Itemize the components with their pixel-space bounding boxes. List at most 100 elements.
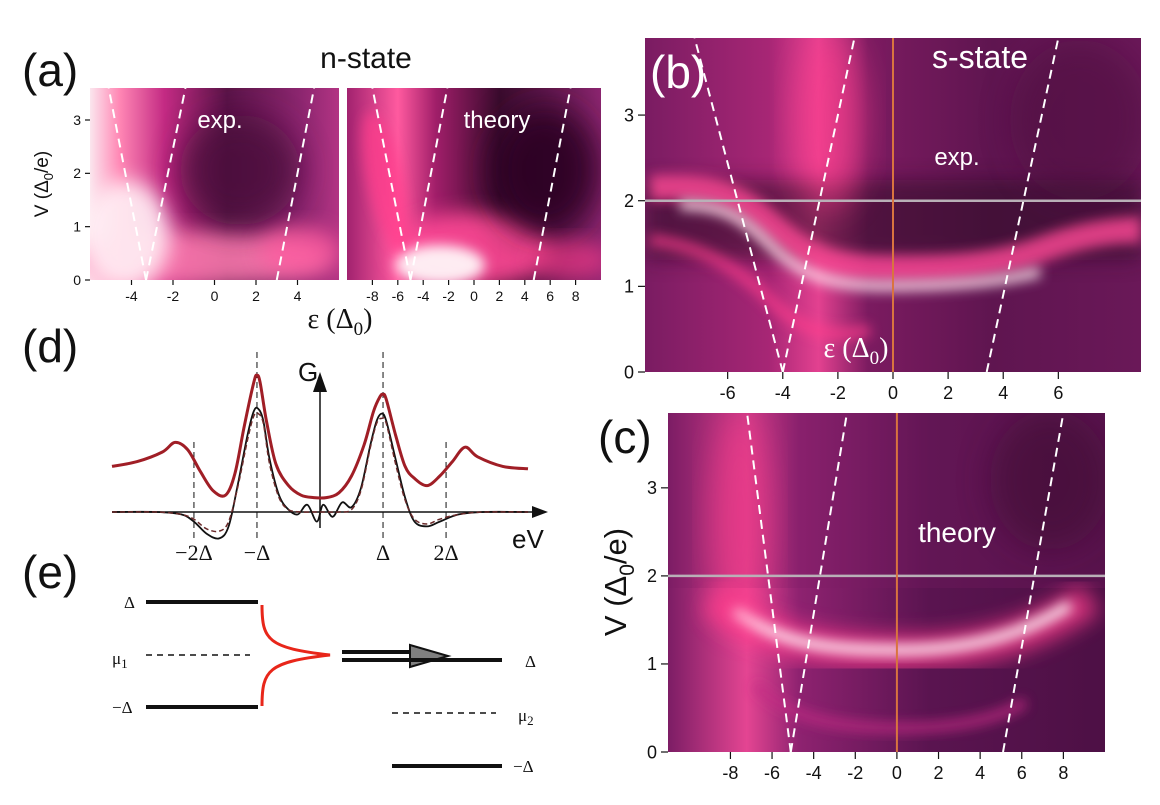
panel-b: (b) s-state exp. ε (Δ0) 0 1 2 3 -6 -4 -2 0 2 4 6 (624, 38, 1141, 403)
x-tick-label: 8 (572, 288, 580, 304)
x-tick-label: 2 (934, 763, 944, 783)
right-level-delta-label: Δ (525, 652, 536, 671)
panel-c-x-axis: -8 -6 -4 -2 0 2 4 6 8 (722, 752, 1068, 783)
panel-b-x-label: ε (Δ0) (824, 333, 889, 369)
y-tick-label: 1 (624, 277, 634, 297)
x-tick-label: 0 (470, 288, 478, 304)
x-tick-label: 4 (521, 288, 529, 304)
y-tick-label: 2 (73, 165, 81, 181)
x-tick-label: Δ (376, 540, 390, 565)
guide-dashed-line (409, 88, 449, 280)
guide-dashed-line (781, 38, 856, 372)
x-tick-label: -2 (167, 288, 180, 304)
panel-b-label: (b) (650, 46, 706, 98)
y-tick-label: 2 (624, 191, 634, 211)
panel-a-exp-x-axis: -4 -2 0 2 4 (125, 280, 302, 304)
panel-b-exp-label: exp. (934, 144, 979, 171)
y-tick-label: 1 (73, 219, 81, 235)
guide-dashed-line (789, 413, 848, 752)
x-tick-label: -4 (417, 288, 430, 304)
panel-e-label: (e) (22, 546, 78, 598)
series-red-line (111, 373, 529, 500)
x-tick-label: 4 (975, 763, 985, 783)
right-level-mu2-label: μ2 (518, 706, 534, 728)
y-tick-label: 1 (647, 654, 657, 674)
tunneling-distribution-curve (260, 604, 331, 707)
x-tick-label: -2 (830, 383, 846, 403)
x-tick-label: 6 (1053, 383, 1063, 403)
panel-c-label: (c) (598, 411, 652, 463)
x-tick-label: -8 (722, 763, 738, 783)
x-tick-label: 6 (546, 288, 554, 304)
heatmap-a-exp (90, 88, 339, 280)
guide-dashed-line (693, 38, 784, 372)
x-tick-label: -4 (806, 763, 822, 783)
x-tick-label: 0 (892, 763, 902, 783)
panel-c-y-label: V (Δ0/e) (598, 528, 639, 636)
panel-a-x-label: ε (Δ0) (308, 304, 373, 340)
panel-d-y-label: G (298, 357, 318, 387)
x-tick-label: -2 (442, 288, 455, 304)
series-dashed-line (111, 411, 529, 533)
y-tick-label: 0 (647, 742, 657, 762)
panel-d-series (111, 373, 529, 540)
guide-dashed-line (145, 88, 187, 280)
panel-b-guide-lines (645, 38, 1141, 372)
panel-a-exp-label: exp. (197, 107, 242, 134)
y-tick-label: 0 (73, 272, 81, 288)
x-tick-label: 2 (943, 383, 953, 403)
x-tick-label: -6 (764, 763, 780, 783)
y-tick-label: 3 (624, 105, 634, 125)
panel-c-theory-label: theory (918, 517, 996, 548)
panel-a-title: n-state (320, 42, 412, 75)
heatmap-c (668, 413, 1105, 752)
x-tick-label: 2Δ (433, 540, 458, 565)
panel-c-y-axis: 0 1 2 3 (647, 478, 668, 762)
y-tick-label: 2 (647, 566, 657, 586)
x-tick-label: -8 (366, 288, 379, 304)
x-tick-label: 0 (211, 288, 219, 304)
panel-a-dashed-lines (107, 88, 572, 280)
panel-c: (c) theory 0 1 2 3 -8 -6 -4 -2 0 2 4 6 8 V (Δ0/e) (598, 411, 1105, 783)
guide-dashed-line (371, 88, 412, 280)
x-tick-label: 8 (1058, 763, 1068, 783)
panel-b-y-axis: 0 1 2 3 (624, 105, 645, 382)
panel-d-x-label: eV (512, 524, 544, 554)
left-level-minus-delta-label: −Δ (112, 698, 133, 717)
y-tick-label: 3 (73, 112, 81, 128)
panel-d-y-arrow (313, 372, 327, 392)
x-tick-label: −Δ (244, 540, 271, 565)
y-tick-label: 0 (624, 362, 634, 382)
tunneling-arrow-icon (409, 643, 452, 669)
x-tick-label: 0 (888, 383, 898, 403)
panel-d-tick-labels: −2Δ −Δ Δ 2Δ (175, 540, 458, 565)
panel-a-y-axis: 0 1 2 3 (73, 112, 90, 288)
guide-dashed-line (532, 88, 572, 280)
series-black-line (111, 406, 529, 540)
panel-b-title: s-state (932, 39, 1028, 75)
x-tick-label: 2 (252, 288, 260, 304)
panel-d-x-arrow (532, 506, 548, 518)
x-tick-label: -4 (775, 383, 791, 403)
x-tick-label: -6 (720, 383, 736, 403)
y-tick-label: 3 (647, 478, 657, 498)
x-tick-label: −2Δ (175, 540, 213, 565)
panel-a-theory-x-axis: -8 -6 -4 -2 0 2 4 6 8 (366, 280, 580, 304)
x-tick-label: -4 (125, 288, 138, 304)
panel-e: (e) Δ μ1 −Δ Δ μ2 −Δ (22, 546, 536, 776)
panel-d-label: (d) (22, 320, 78, 372)
guide-dashed-line (275, 88, 316, 280)
panel-a-theory-label: theory (464, 107, 531, 134)
panel-d: (d) G eV −2Δ −Δ Δ 2Δ (22, 320, 548, 565)
panel-a-y-label: V (Δ0/e) (32, 151, 56, 217)
panel-b-x-axis: -6 -4 -2 0 2 4 6 (720, 372, 1063, 403)
panel-c-guide-lines (668, 413, 1105, 752)
left-level-mu1-label: μ1 (112, 649, 128, 671)
heatmap-a-theory (347, 88, 601, 280)
guide-dashed-line (107, 88, 148, 280)
guide-dashed-line (746, 413, 792, 752)
guide-dashed-line (985, 38, 1060, 372)
left-level-delta-label: Δ (124, 593, 135, 612)
